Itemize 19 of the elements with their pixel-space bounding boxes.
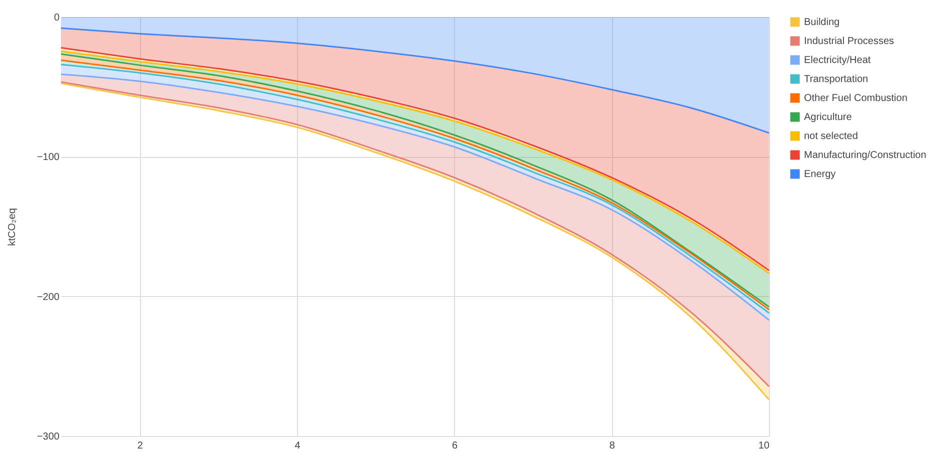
- y-tick-label: −300: [36, 432, 60, 442]
- y-tick-label: −200: [36, 292, 60, 303]
- x-tick-label: 4: [294, 440, 301, 452]
- legend-label: Building: [804, 17, 840, 28]
- y-axis-title: ktCO₂eq: [6, 208, 18, 246]
- y-tick-label: −100: [36, 152, 60, 164]
- legend-label: Transportation: [804, 74, 868, 85]
- y-tick-label: 0: [54, 12, 60, 24]
- legend-label: Energy: [804, 169, 836, 180]
- x-tick-label: 10: [758, 440, 770, 452]
- legend-label: Agriculture: [804, 112, 852, 123]
- x-tick-label: 8: [609, 440, 616, 452]
- legend-label: Electricity/Heat: [804, 55, 871, 66]
- x-tick-label: 2: [137, 440, 144, 452]
- x-tick-label: 6: [452, 440, 458, 452]
- legend-label: Manufacturing/Construction: [804, 150, 926, 161]
- legend-label: not selected: [804, 131, 858, 142]
- legend-label: Other Fuel Combustion: [804, 93, 908, 104]
- legend-label: Industrial Processes: [804, 36, 894, 47]
